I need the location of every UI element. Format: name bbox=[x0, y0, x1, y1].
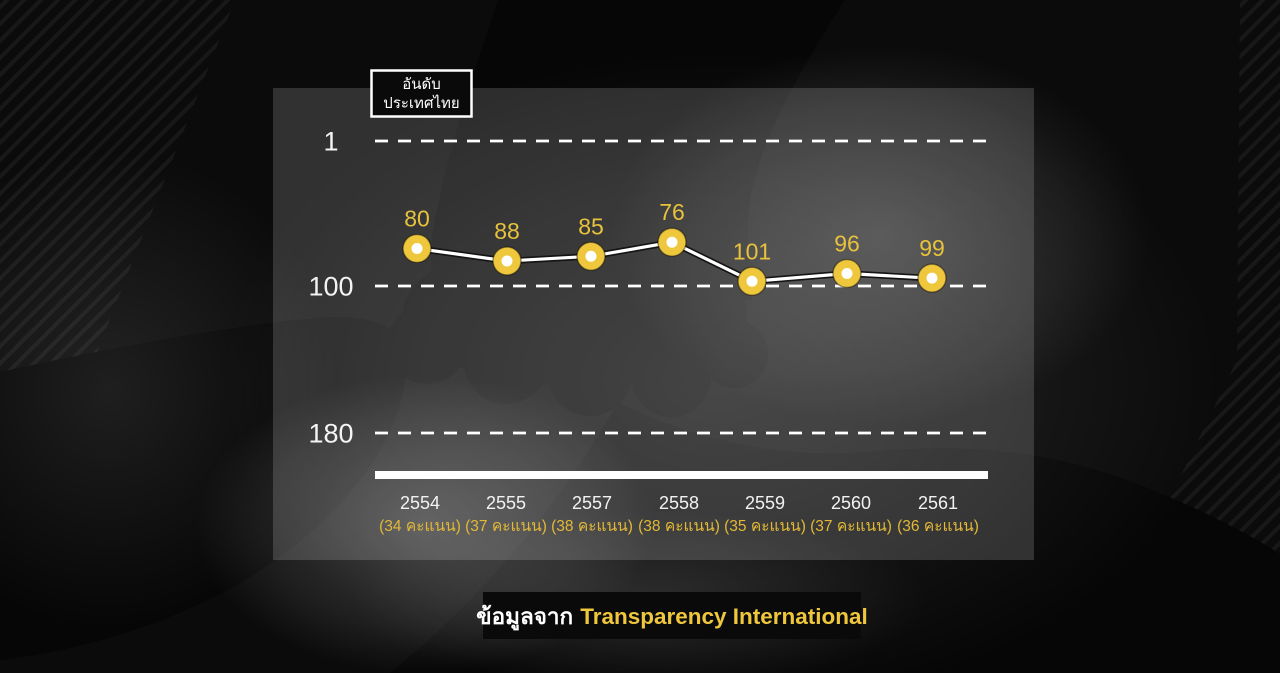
chart-panel bbox=[273, 88, 1034, 560]
caption-text: ข้อมูลจาก Transparency International bbox=[476, 604, 868, 631]
data-point-center-2554 bbox=[411, 242, 423, 254]
score-label-2560: (37 คะแนน) bbox=[810, 518, 892, 535]
year-label-2559: 2559 bbox=[745, 493, 785, 513]
data-point-center-2561 bbox=[926, 272, 938, 284]
value-labels: 80 88 85 76 101 96 99 bbox=[404, 199, 945, 264]
value-label-2554: 80 bbox=[404, 205, 430, 231]
value-label-2559: 101 bbox=[733, 238, 771, 264]
year-label-2561: 2561 bbox=[918, 493, 958, 513]
glow bbox=[220, 50, 1220, 673]
score-label-2558: (38 คะแนน) bbox=[638, 518, 720, 535]
year-label-2557: 2557 bbox=[572, 493, 612, 513]
x-axis-score-labels: (34 คะแนน) (37 คะแนน) (38 คะแนน) (38 คะแนน)… bbox=[379, 518, 979, 535]
data-point-center-2559 bbox=[746, 275, 758, 287]
line-series bbox=[402, 227, 947, 297]
data-point-center-2560 bbox=[841, 267, 853, 279]
caption-bar bbox=[483, 592, 861, 639]
score-label-2561: (36 คะแนน) bbox=[897, 518, 979, 535]
data-point-center-2555 bbox=[501, 255, 513, 267]
year-label-2558: 2558 bbox=[659, 493, 699, 513]
ytick-100: 100 bbox=[308, 272, 353, 302]
legend-box-border bbox=[370, 69, 473, 118]
score-label-2557: (38 คะแนน) bbox=[551, 518, 633, 535]
x-axis-line bbox=[375, 471, 988, 479]
gridlines bbox=[375, 139, 990, 435]
value-label-2558: 76 bbox=[659, 199, 685, 225]
data-point-center-2557 bbox=[585, 250, 597, 262]
data-point-center-2558 bbox=[666, 236, 678, 248]
glow bbox=[0, 150, 340, 630]
score-label-2559: (35 คะแนน) bbox=[724, 518, 806, 535]
value-label-2557: 85 bbox=[578, 213, 604, 239]
ytick-180: 180 bbox=[308, 419, 353, 449]
score-label-2554: (34 คะแนน) bbox=[379, 518, 461, 535]
legend-line2: ประเทศไทย bbox=[383, 94, 459, 112]
stripe-decoration-right bbox=[1085, 0, 1280, 673]
y-axis-ticks: 1 100 180 bbox=[308, 127, 353, 449]
source-caption: ข้อมูลจาก Transparency International bbox=[476, 592, 868, 639]
x-axis-year-labels: 2554 2555 2557 2558 2559 2560 2561 bbox=[400, 493, 958, 513]
legend-line1: อันดับ bbox=[402, 76, 441, 93]
score-label-2555: (37 คะแนน) bbox=[465, 518, 547, 535]
year-label-2560: 2560 bbox=[831, 493, 871, 513]
ytick-1: 1 bbox=[323, 127, 338, 157]
year-label-2554: 2554 bbox=[400, 493, 440, 513]
caption-prefix: ข้อมูลจาก bbox=[476, 604, 573, 631]
year-label-2555: 2555 bbox=[486, 493, 526, 513]
caption-source: Transparency International bbox=[580, 604, 868, 629]
value-label-2560: 96 bbox=[834, 230, 860, 256]
value-label-2555: 88 bbox=[494, 218, 520, 244]
glow-layer bbox=[0, 45, 1220, 673]
legend-label-box: อันดับ ประเทศไทย bbox=[370, 69, 473, 118]
value-label-2561: 99 bbox=[919, 235, 945, 261]
